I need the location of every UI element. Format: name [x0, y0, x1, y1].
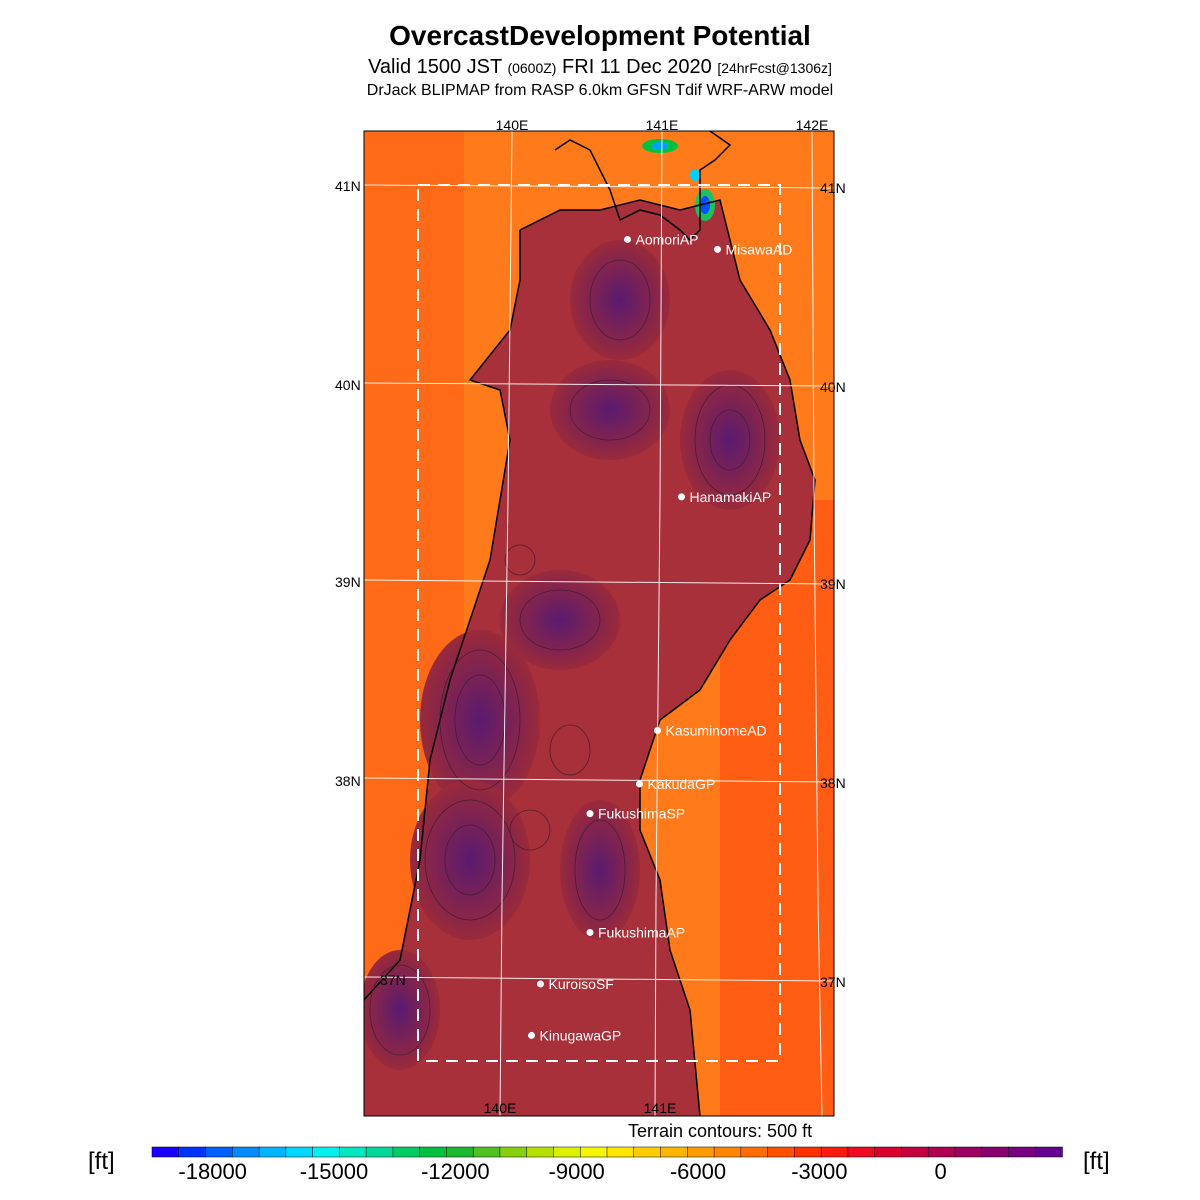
forecast-date: FRI 11 Dec 2020 — [562, 56, 712, 78]
legend-color-swatch — [151, 1146, 180, 1158]
map-title: OvercastDevelopment Potential — [389, 20, 811, 51]
lat-label-right: 37N — [820, 974, 846, 990]
station-label: FukushimaAP — [598, 924, 685, 940]
legend-color-swatch — [901, 1146, 929, 1158]
station-label: AomoriAP — [636, 231, 699, 247]
legend-color-swatch — [392, 1146, 421, 1158]
legend-color-swatch — [499, 1146, 528, 1158]
legend-tick-label: -3000 — [791, 1159, 847, 1184]
legend-color-swatch — [847, 1146, 876, 1158]
legend-color-swatch — [820, 1146, 849, 1158]
legend-color-swatch — [472, 1146, 501, 1158]
legend-color-swatch — [339, 1146, 367, 1158]
legend-color-swatch — [312, 1146, 341, 1158]
latitude-labels-left: 41N 40N 39N 38N 37N — [335, 178, 406, 988]
latitude-labels-right: 41N 40N 39N 38N 37N — [820, 180, 846, 990]
station-label: FukushimaSP — [598, 806, 685, 822]
legend-unit-right: [ft] — [1083, 1148, 1110, 1175]
longitude-labels-bottom: 140E 141E — [484, 1100, 677, 1116]
legend-tick-label: -12000 — [421, 1159, 490, 1184]
inner-domain-box — [417, 184, 781, 1062]
legend-color-swatch — [232, 1146, 260, 1158]
lat-label-left: 37N — [380, 972, 406, 988]
legend-ticks: -18000 -15000 -12000 -9000 -6000 -3000 0 — [178, 1159, 946, 1184]
legend-color-swatch — [740, 1146, 769, 1158]
lon-label-top: 142E — [796, 117, 829, 133]
legend-color-swatch — [794, 1146, 822, 1158]
lat-label-right: 41N — [820, 180, 846, 196]
station-dot — [528, 1031, 535, 1039]
legend-color-swatch — [927, 1146, 956, 1158]
legend-color-swatch — [633, 1146, 662, 1158]
legend-colorbar — [151, 1146, 1063, 1158]
terrain-contour-note: Terrain contours: 500 ft — [628, 1121, 813, 1141]
legend-color-swatch — [446, 1146, 474, 1158]
longitude-labels-top: 140E 141E 142E — [496, 117, 829, 133]
station-dot — [636, 780, 643, 788]
legend-tick-label: -18000 — [178, 1159, 247, 1184]
lon-label-top: 140E — [496, 117, 529, 133]
station-label: HanamakiAP — [690, 489, 772, 505]
legend-color-swatch — [954, 1146, 983, 1158]
legend-color-swatch — [178, 1146, 207, 1158]
legend-color-swatch — [205, 1146, 234, 1158]
lat-label-left: 40N — [335, 377, 361, 393]
forecast-run: [24hrFcst@1306z] — [717, 60, 832, 76]
legend-color-swatch — [874, 1146, 903, 1158]
lat-label-right: 39N — [820, 576, 846, 592]
legend-color-swatch — [1008, 1146, 1036, 1158]
legend-tick-label: 0 — [935, 1159, 947, 1184]
lon-label-top: 141E — [646, 117, 679, 133]
station-dot — [714, 245, 721, 253]
lon-label-bottom: 140E — [484, 1100, 517, 1116]
lat-label-right: 38N — [820, 775, 846, 791]
legend-color-swatch — [579, 1146, 608, 1158]
legend-tick-label: -15000 — [300, 1159, 369, 1184]
legend-tick-label: -9000 — [549, 1159, 605, 1184]
station-label: KasuminomeAD — [666, 723, 767, 739]
lat-label-right: 40N — [820, 379, 846, 395]
legend-tick-label: -6000 — [670, 1159, 726, 1184]
station-dot — [654, 727, 661, 734]
legend-color-swatch — [606, 1146, 635, 1158]
legend-color-swatch — [713, 1146, 742, 1158]
lat-label-left: 38N — [335, 773, 361, 789]
station-label: KakudaGP — [648, 776, 716, 792]
station-markers: AomoriAP MisawaAD HanamakiAP KasuminomeAD Ka… — [528, 231, 792, 1043]
lon-label-bottom: 141E — [644, 1100, 677, 1116]
legend-color-swatch — [258, 1146, 287, 1158]
valid-time: Valid 1500 JST — [368, 56, 502, 78]
legend-color-swatch — [981, 1146, 1010, 1158]
station-dot — [624, 235, 631, 243]
legend-color-swatch — [285, 1146, 314, 1158]
station-dot — [678, 493, 685, 501]
station-label: KinugawaGP — [540, 1027, 622, 1043]
legend-color-swatch — [687, 1146, 715, 1158]
legend-color-swatch — [365, 1146, 394, 1158]
legend-color-swatch — [660, 1146, 689, 1158]
model-description: DrJack BLIPMAP from RASP 6.0km GFSN Tdif… — [366, 82, 834, 99]
station-label: MisawaAD — [726, 241, 793, 257]
legend-color-swatch — [553, 1146, 581, 1158]
lat-label-left: 39N — [335, 574, 361, 590]
legend-color-swatch — [419, 1146, 448, 1158]
lat-label-left: 41N — [335, 178, 361, 194]
legend-unit-left: [ft] — [88, 1148, 115, 1175]
legend-color-swatch — [526, 1146, 555, 1158]
utc-time: (0600Z) — [507, 60, 557, 76]
station-label: KuroisoSF — [549, 976, 614, 992]
valid-time-line: Valid 1500 JST (0600Z) FRI 11 Dec 2020 [… — [0, 56, 1200, 79]
legend-color-swatch — [1034, 1146, 1063, 1158]
station-dot — [586, 928, 594, 936]
legend-color-swatch — [767, 1146, 796, 1158]
station-dot — [586, 810, 594, 818]
station-dot — [537, 980, 544, 988]
